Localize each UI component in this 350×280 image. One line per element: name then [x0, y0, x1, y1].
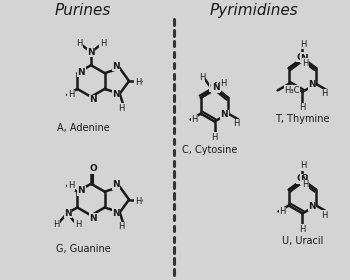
Text: H: H	[53, 220, 60, 229]
Text: N: N	[308, 80, 316, 89]
Text: H: H	[118, 222, 125, 231]
Text: N: N	[77, 186, 85, 195]
Text: H: H	[68, 90, 74, 99]
Text: H: H	[118, 104, 125, 113]
Text: H: H	[300, 40, 307, 49]
Text: H: H	[135, 197, 141, 206]
Text: N: N	[308, 202, 316, 211]
Text: C, Cytosine: C, Cytosine	[182, 145, 237, 155]
Text: H: H	[279, 207, 286, 216]
Text: N: N	[212, 83, 219, 92]
Text: H: H	[135, 78, 141, 87]
Text: H: H	[300, 162, 307, 171]
Text: Purines: Purines	[55, 3, 111, 18]
Text: H: H	[68, 181, 74, 190]
Text: Pyrimidines: Pyrimidines	[210, 3, 299, 18]
Text: H: H	[220, 80, 227, 88]
Text: N: N	[112, 90, 120, 99]
Text: H: H	[302, 180, 309, 189]
Text: H: H	[321, 89, 328, 98]
Text: G, Guanine: G, Guanine	[56, 244, 111, 254]
Text: O: O	[89, 164, 97, 173]
Text: U, Uracil: U, Uracil	[282, 236, 323, 246]
Text: H: H	[321, 211, 328, 220]
Text: O: O	[210, 82, 217, 92]
Text: H₃C: H₃C	[285, 86, 300, 95]
Text: H: H	[299, 103, 306, 112]
Text: H: H	[100, 39, 106, 48]
Text: N: N	[112, 62, 120, 71]
Text: H: H	[191, 115, 198, 124]
Text: N: N	[112, 209, 120, 218]
Text: H: H	[302, 59, 309, 68]
Text: H: H	[75, 220, 81, 229]
Text: N: N	[64, 209, 72, 218]
Text: O: O	[296, 53, 304, 62]
Text: N: N	[220, 110, 228, 119]
Text: O: O	[301, 174, 308, 183]
Text: N: N	[213, 82, 220, 92]
Text: H: H	[199, 73, 205, 81]
Text: N: N	[89, 214, 97, 223]
Text: H: H	[211, 133, 218, 142]
Text: N: N	[301, 54, 308, 63]
Text: H: H	[299, 225, 306, 234]
Text: O: O	[296, 174, 304, 183]
Text: A, Adenine: A, Adenine	[57, 123, 110, 134]
Text: N: N	[87, 48, 95, 57]
Text: H: H	[76, 39, 82, 48]
Text: H: H	[233, 119, 240, 128]
Text: T, Thymine: T, Thymine	[275, 114, 330, 123]
Text: O: O	[301, 53, 308, 62]
Text: N: N	[77, 67, 85, 77]
Text: N: N	[301, 175, 308, 184]
Text: N: N	[112, 180, 120, 189]
Text: N: N	[89, 95, 97, 104]
